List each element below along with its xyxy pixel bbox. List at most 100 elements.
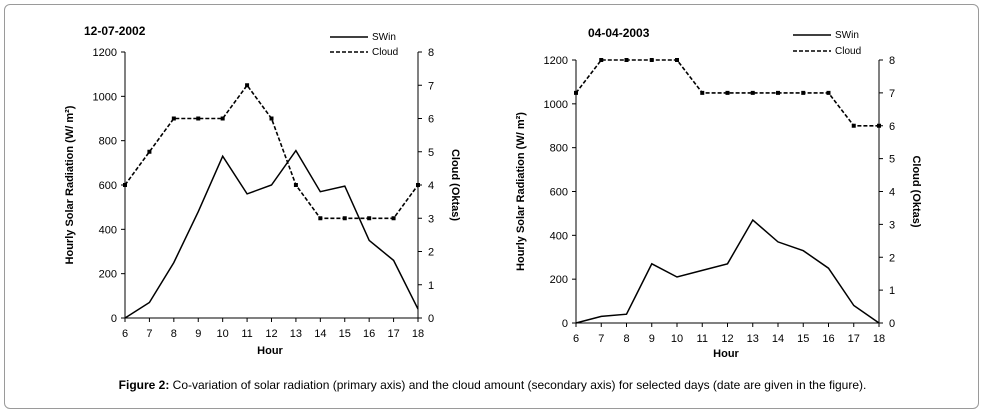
y-tick-label: 600 [99, 180, 117, 192]
x-tick-label: 13 [747, 333, 759, 345]
y2-tick-label: 2 [428, 247, 434, 259]
cloud-point [147, 149, 152, 154]
x-tick-label: 15 [797, 333, 809, 345]
x-axis-title: Hour [257, 345, 283, 357]
cloud-point [293, 183, 298, 187]
cloud-point [342, 216, 347, 221]
x-axis-title: Hour [713, 348, 739, 360]
y-tick-label: 800 [550, 143, 568, 155]
series-line-swin [124, 149, 419, 319]
x-tick-label: 10 [671, 333, 683, 345]
y-tick-label: 1000 [93, 91, 117, 103]
chart-left: 0 200 400 600 800 1000 1200 0 12 3 4 5 6 7 8 6 7 8 9 10 11 12… [64, 24, 461, 357]
x-tick-label: 11 [241, 328, 252, 340]
cloud-point [391, 216, 396, 221]
series-line-swin [575, 218, 880, 324]
y2-tick-label: 5 [428, 147, 434, 159]
y2-tick-label: 8 [889, 55, 895, 67]
y2-tick-label: 7 [428, 80, 434, 92]
y2-tick-label: 6 [428, 114, 434, 126]
x-tick-label: 7 [598, 333, 604, 345]
x-tick-label: 7 [146, 328, 152, 340]
x-tick-label: 14 [314, 328, 326, 340]
cloud-point [123, 183, 127, 187]
x-tick-label: 9 [649, 333, 655, 345]
y2-tick-label: 3 [889, 219, 895, 231]
y2-tick-label: 3 [428, 213, 434, 225]
x-tick-label: 17 [848, 333, 860, 345]
cloud-point [725, 90, 730, 95]
figure-caption: Figure 2: Co-variation of solar radiatio… [0, 378, 985, 392]
y2-tick-label: 6 [889, 121, 895, 133]
x-tick-label: 15 [339, 328, 351, 340]
figure-frame [4, 4, 979, 409]
y2-tick-label: 0 [428, 313, 434, 325]
cloud-point [801, 90, 806, 95]
series-line-cloud [124, 83, 419, 220]
x-tick-label: 13 [290, 328, 302, 340]
y-tick-label: 1200 [544, 55, 568, 67]
x-tick-label: 6 [122, 328, 128, 340]
cloud-point [416, 183, 420, 187]
cloud-point [220, 116, 225, 121]
cloud-point [318, 216, 323, 221]
cloud-point [171, 116, 176, 121]
y2-tick-label: 0 [889, 318, 895, 330]
caption-text: Co-variation of solar radiation (primary… [169, 378, 867, 392]
y-tick-label: 400 [550, 230, 568, 242]
y-tick-label: 800 [99, 136, 117, 148]
y2-tick-label: 2 [889, 252, 895, 264]
y-tick-label: 1000 [544, 99, 568, 111]
cloud-point [700, 90, 705, 95]
cloud-point [750, 90, 755, 95]
cloud-point [196, 116, 201, 121]
x-tick-label: 8 [171, 328, 177, 340]
x-tick-label: 6 [573, 333, 579, 345]
y2-tick-label: 8 [428, 47, 434, 59]
x-tick-label: 10 [217, 328, 229, 340]
y-tick-label: 600 [550, 187, 568, 199]
y2-tick-label: 1 [889, 285, 895, 297]
cloud-point [649, 58, 654, 62]
y-tick-label: 0 [111, 313, 117, 325]
y2-tick-label: 4 [428, 180, 434, 192]
y2-tick-label: 7 [889, 88, 895, 100]
legend-label-swin: SWin [372, 32, 396, 43]
y-axis-title: Hourly Solar Radiation (W/ m²) [64, 105, 76, 264]
x-tick-label: 16 [363, 328, 375, 340]
chart-title: 12-07-2002 [84, 24, 146, 38]
y-tick-label: 1200 [93, 47, 117, 59]
cloud-point [776, 90, 780, 95]
y2-axis-title: Cloud (Oktas) [449, 149, 461, 221]
cloud-point [269, 116, 274, 121]
x-tick-label: 9 [195, 328, 201, 340]
x-tick-label: 16 [822, 333, 834, 345]
y-axis-title: Hourly Solar Radiation (W/ m²) [515, 112, 527, 271]
cloud-point [851, 123, 856, 128]
y-tick-label: 400 [99, 224, 117, 236]
legend-label-cloud: Cloud [835, 46, 861, 57]
x-tick-label: 12 [265, 328, 277, 340]
y-tick-label: 200 [550, 274, 568, 286]
x-tick-label: 12 [721, 333, 733, 345]
y2-tick-label: 4 [889, 187, 895, 199]
y2-tick-label: 5 [889, 154, 895, 166]
y-tick-label: 200 [99, 269, 117, 281]
chart-title: 04-04-2003 [588, 26, 650, 40]
cloud-point [675, 58, 679, 62]
caption-label: Figure 2: [118, 378, 170, 392]
cloud-point [245, 83, 250, 88]
legend-label-swin: SWin [835, 30, 859, 41]
x-tick-label: 18 [412, 328, 424, 340]
cloud-point [624, 58, 629, 62]
y2-axis-title: Cloud (Oktas) [910, 155, 922, 227]
cloud-point [599, 58, 604, 62]
cloud-point [367, 216, 372, 221]
cloud-point [574, 90, 578, 95]
x-tick-label: 8 [623, 333, 629, 345]
x-tick-label: 18 [873, 333, 885, 345]
cloud-point [826, 90, 831, 95]
cloud-point [877, 123, 881, 128]
x-tick-label: 11 [697, 333, 708, 345]
